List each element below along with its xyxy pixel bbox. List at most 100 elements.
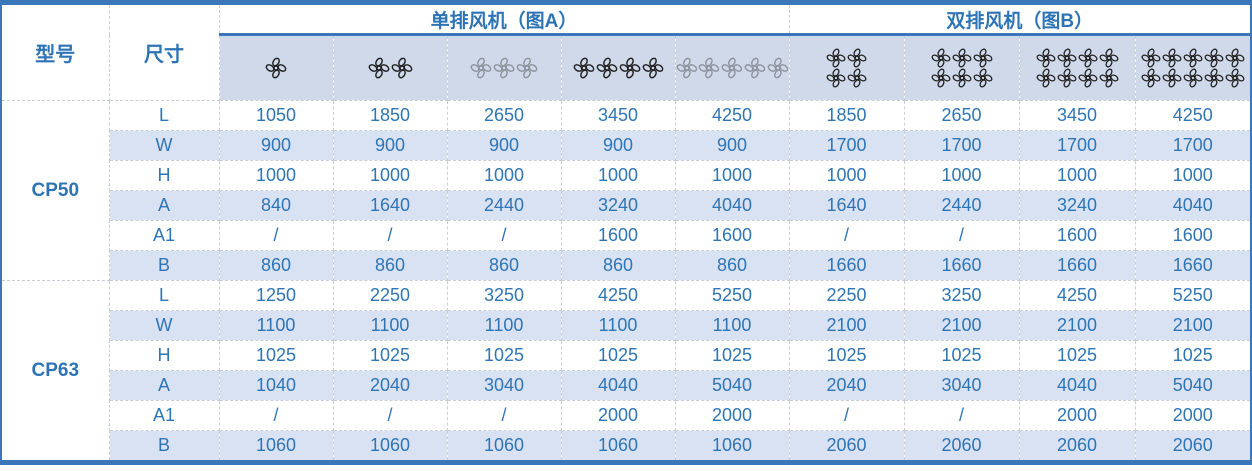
fan-icon-row [1020, 48, 1134, 68]
value-cell: 1640 [332, 190, 448, 221]
value-cell: 3040 [903, 370, 1020, 401]
value-cell: 2250 [332, 280, 448, 311]
spec-row-CP50-A1: A1///1600 1600//1600 1600 [1, 220, 1252, 251]
value-cell: 2100 [1134, 310, 1252, 341]
fan-icon [744, 57, 766, 79]
dimension-label-cell: A [108, 370, 220, 401]
value-cell: 1000 [1018, 160, 1136, 191]
fan-icon-row [676, 57, 788, 79]
dimension-label-cell: B [108, 250, 220, 281]
fan-count-header-row [1, 34, 1252, 101]
fan-count-cell-section1-col1 [218, 34, 334, 101]
spec-row-CP63-A1: A1///2000 2000//2000 2000 [1, 400, 1252, 431]
value-cell: / [332, 220, 448, 251]
fan-icon [1162, 48, 1182, 68]
value-cell: 1600 [560, 220, 676, 251]
spec-row-CP63-H: H 1025 1025 1025 1025 1025 1025 1025 1025 1025 [1, 340, 1252, 371]
single-row-fan-section-header: 单排风机（图A） [218, 2, 790, 36]
value-cell: 1025 [446, 340, 562, 371]
value-cell: 840 [218, 190, 334, 221]
value-cell: 860 [674, 250, 790, 281]
value-cell: 1000 [903, 160, 1020, 191]
fan-icon [1183, 68, 1203, 88]
value-cell: 860 [560, 250, 676, 281]
value-cell: 5250 [1134, 280, 1252, 311]
model-cell-CP63: CP63 [0, 280, 110, 463]
fan-icon [847, 48, 867, 68]
value-cell: 1000 [446, 160, 562, 191]
fan-icon [1078, 48, 1097, 68]
value-cell: 1000 [218, 160, 334, 191]
fan-icon [573, 57, 594, 79]
dimension-label-cell: W [108, 310, 220, 341]
spec-row-CP63-L: CP63 L 1250 2250 3250 4250 5250 2250 3250 4250 525… [0, 280, 1252, 463]
value-cell: 2060 [903, 430, 1020, 463]
value-cell: 1025 [674, 340, 790, 371]
dimension-label-cell: H [108, 160, 220, 191]
value-cell: 4040 [1134, 190, 1252, 221]
fan-icon [952, 68, 971, 88]
fan-icon [1141, 48, 1161, 68]
fan-icon [1183, 48, 1203, 68]
value-cell: 2060 [1018, 430, 1136, 463]
value-cell: 1025 [788, 340, 905, 371]
header-title-row: 型号 尺寸 单排风机（图A） 双排风机（图B） [0, 2, 1252, 101]
value-cell: 2060 [1134, 430, 1252, 463]
fan-icon-row [790, 68, 903, 88]
value-cell: 860 [332, 250, 448, 281]
value-cell: 3240 [560, 190, 676, 221]
value-cell: 2060 [788, 430, 905, 463]
fan-icon-row [1136, 68, 1250, 88]
value-cell: 1100 [674, 310, 790, 341]
value-cell: 2000 [1134, 400, 1252, 431]
value-cell: 1025 [1134, 340, 1252, 371]
fan-icon [826, 48, 846, 68]
value-cell: 1660 [903, 250, 1020, 281]
fan-icon-row [334, 57, 446, 79]
value-cell: 2250 [788, 280, 905, 311]
value-cell: 1250 [218, 280, 334, 311]
value-cell: 1025 [1018, 340, 1136, 371]
dimension-label-cell: L [108, 100, 220, 131]
spec-row-CP63-W: W 1100 1100 1100 1100 1100 2100 2100 2100 2100 [1, 310, 1252, 341]
value-cell: 2440 [903, 190, 1020, 221]
fan-icon [493, 57, 515, 79]
fan-icon [1057, 48, 1076, 68]
value-cell: 1025 [903, 340, 1020, 371]
fan-icon [973, 68, 992, 88]
dimension-label-cell: W [108, 130, 220, 161]
value-cell: 2650 [446, 100, 562, 131]
value-cell: 2000 [674, 400, 790, 431]
value-cell: 1060 [332, 430, 448, 463]
value-cell: 1850 [332, 100, 448, 131]
value-cell: 4250 [560, 280, 676, 311]
fan-count-cell-section2-col2 [903, 34, 1020, 101]
model-column-header: 型号 [0, 2, 110, 101]
value-cell: 3250 [903, 280, 1020, 311]
value-cell: 4250 [1018, 280, 1136, 311]
fan-count-cell-section2-col3 [1018, 34, 1136, 101]
fan-icon [1078, 68, 1097, 88]
spec-row-CP50-H: H 1000 1000 1000 1000 1000 1000 1000 1000 1000 [1, 160, 1252, 191]
fan-icon [1099, 68, 1118, 88]
value-cell: 1060 [560, 430, 676, 463]
value-cell: 5250 [674, 280, 790, 311]
fan-icon-row [1136, 48, 1250, 68]
value-cell: 1000 [332, 160, 448, 191]
fan-icon-row [562, 57, 674, 79]
value-cell: 1700 [1134, 130, 1252, 161]
dimension-column-header: 尺寸 [108, 2, 220, 101]
value-cell: 1100 [332, 310, 448, 341]
value-cell: 1660 [1018, 250, 1136, 281]
value-cell: 1040 [218, 370, 334, 401]
value-cell: 1060 [446, 430, 562, 463]
value-cell: 1700 [788, 130, 905, 161]
value-cell: / [218, 400, 334, 431]
fan-icon [721, 57, 743, 79]
dimension-label-cell: L [108, 280, 220, 311]
value-cell: 1025 [560, 340, 676, 371]
value-cell: 3040 [446, 370, 562, 401]
dimension-label-cell: H [108, 340, 220, 371]
value-cell: 1700 [903, 130, 1020, 161]
